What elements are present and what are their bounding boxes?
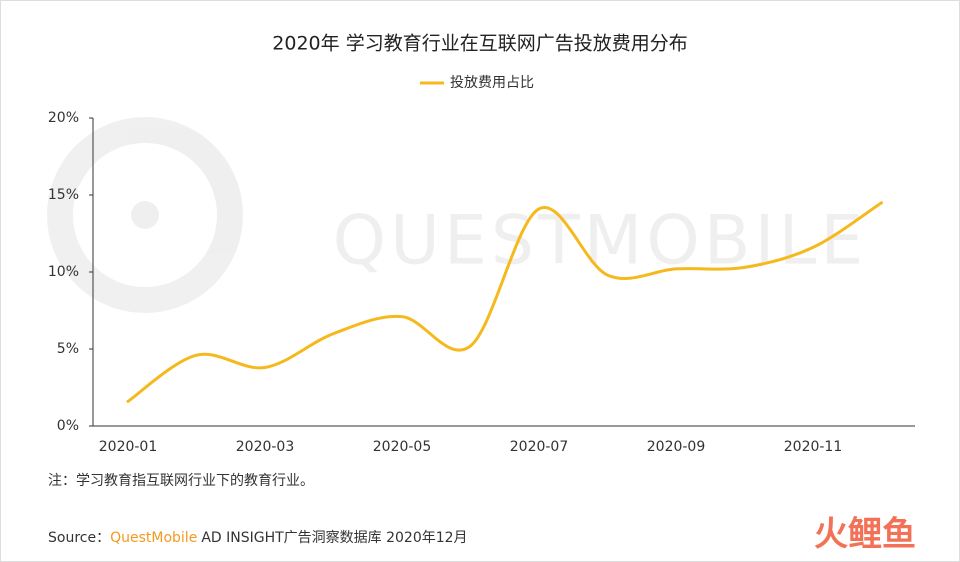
- legend: 投放费用占比: [420, 75, 534, 91]
- note: 注：学习教育指互联网行业下的教育行业。: [48, 473, 314, 489]
- series-line: [126, 201, 883, 403]
- watermark-logo: [47, 117, 243, 313]
- chart-title: 2020年 学习教育行业在互联网广告投放费用分布: [272, 33, 687, 55]
- x-tick-label: 2020-03: [236, 439, 295, 455]
- source-rest: AD INSIGHT广告洞察数据库 2020年12月: [201, 529, 467, 546]
- x-tick-label: 2020-07: [510, 439, 569, 455]
- y-tick-label: 15%: [48, 187, 79, 203]
- source-brand: QuestMobile: [110, 530, 197, 546]
- source: Source：QuestMobile AD INSIGHT广告洞察数据库 2020…: [48, 529, 468, 546]
- x-tick-label: 2020-09: [647, 439, 706, 455]
- y-tick-label: 5%: [57, 341, 79, 357]
- x-tick-label: 2020-11: [784, 439, 843, 455]
- y-tick-label: 0%: [57, 418, 79, 434]
- y-tick-label: 20%: [48, 110, 79, 126]
- x-tick-label: 2020-05: [373, 439, 432, 455]
- legend-label: 投放费用占比: [450, 75, 534, 91]
- y-tick-label: 10%: [48, 264, 79, 280]
- x-tick-label: 2020-01: [99, 439, 158, 455]
- source-label: Source：: [48, 530, 110, 546]
- logo: 火鲤鱼: [814, 515, 916, 555]
